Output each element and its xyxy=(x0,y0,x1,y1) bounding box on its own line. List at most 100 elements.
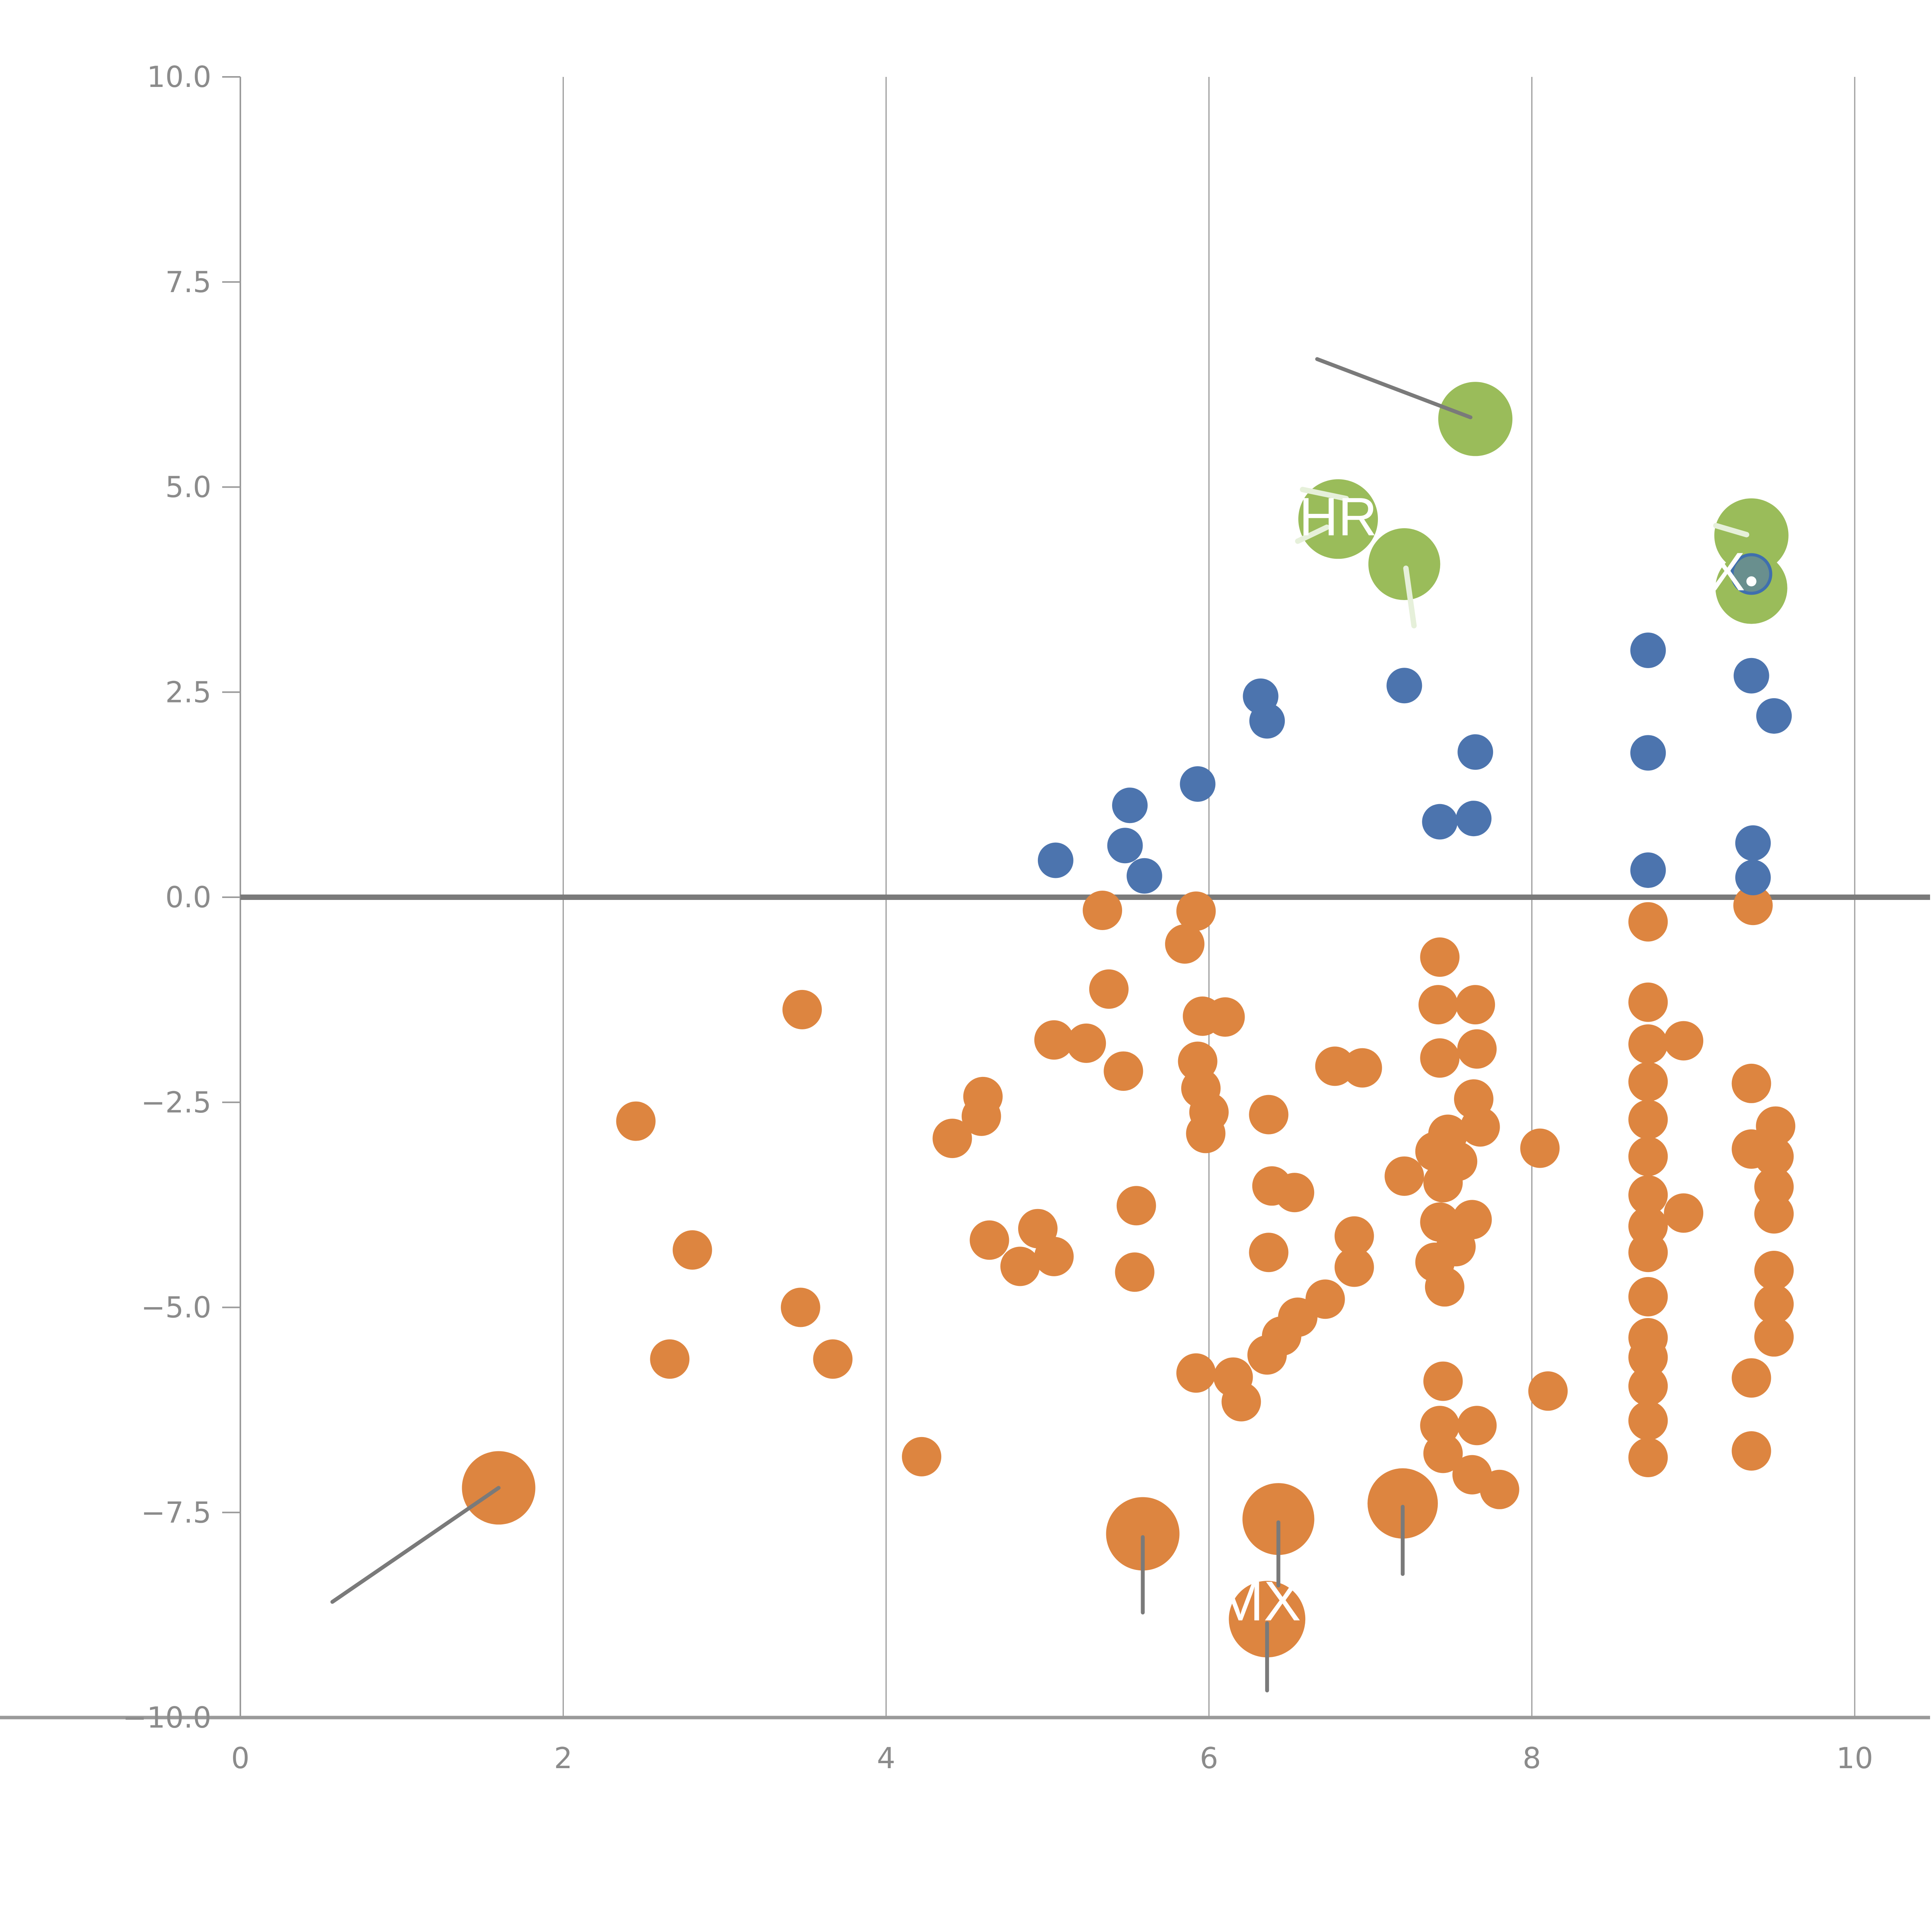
orange-data-point xyxy=(1384,1156,1424,1196)
bubble-label-x: X xyxy=(1709,541,1745,602)
annotation-leader-line xyxy=(1315,357,1473,420)
orange-bubble xyxy=(1367,1468,1438,1539)
orange-data-point xyxy=(1334,1216,1374,1256)
orange-data-point xyxy=(1731,1358,1771,1398)
green-bubble xyxy=(1438,382,1513,456)
outlined-blue-bubble xyxy=(1730,553,1772,595)
orange-data-point xyxy=(1628,902,1668,942)
orange-data-point xyxy=(1221,1382,1261,1422)
blue-data-point xyxy=(1180,766,1216,802)
annotation-leader-line-light xyxy=(1403,565,1417,629)
orange-data-point xyxy=(1247,1335,1287,1375)
blue-data-point xyxy=(1037,842,1073,878)
orange-data-point xyxy=(1420,1038,1460,1078)
orange-data-point xyxy=(1115,1252,1155,1292)
orange-data-point xyxy=(1334,1247,1374,1287)
orange-data-point xyxy=(1423,1163,1463,1202)
leader-lines-layer xyxy=(330,357,1750,1692)
data-marks-layer xyxy=(462,382,1796,1658)
orange-bubble xyxy=(1242,1483,1315,1555)
orange-data-point xyxy=(1520,1128,1560,1168)
orange-data-point xyxy=(1733,886,1773,925)
annotation-leader-line-light xyxy=(1713,523,1750,537)
orange-data-point xyxy=(1165,924,1205,964)
orange-data-point xyxy=(672,1230,712,1270)
orange-data-point xyxy=(1754,1317,1794,1357)
orange-data-point xyxy=(1731,1431,1771,1471)
orange-data-point xyxy=(1066,1023,1106,1063)
orange-data-point xyxy=(1418,985,1458,1025)
orange-data-point xyxy=(1754,1250,1794,1290)
green-bubble xyxy=(1298,479,1378,559)
orange-data-point xyxy=(1628,1136,1668,1176)
orange-data-point xyxy=(1628,1233,1668,1272)
orange-data-point xyxy=(1186,1114,1226,1153)
orange-data-point xyxy=(1420,937,1460,977)
orange-data-point xyxy=(1628,1438,1668,1478)
orange-data-point xyxy=(1480,1469,1519,1509)
orange-data-point xyxy=(1342,1048,1382,1088)
orange-data-point xyxy=(813,1339,853,1379)
orange-data-point xyxy=(1628,1277,1668,1316)
orange-data-point xyxy=(1528,1371,1568,1411)
x-tick-label-0: 0 xyxy=(231,1741,250,1775)
orange-data-point xyxy=(969,1220,1009,1260)
annotation-leader-line xyxy=(330,1486,501,1604)
orange-data-point xyxy=(1423,1434,1463,1473)
orange-data-point xyxy=(1628,1366,1668,1406)
blue-data-point xyxy=(1458,734,1493,770)
orange-data-point xyxy=(1754,1194,1794,1234)
axes-layer xyxy=(0,76,1930,1719)
orange-data-point xyxy=(1731,1063,1771,1103)
orange-data-point xyxy=(1456,985,1495,1025)
annotation-leader-line-light xyxy=(1295,524,1330,544)
orange-data-point xyxy=(1116,1186,1156,1226)
annotation-leader-line-light xyxy=(1300,486,1349,502)
orange-data-point xyxy=(1628,1175,1668,1215)
x-tick-label-2: 2 xyxy=(554,1741,573,1775)
orange-data-point xyxy=(781,1287,820,1327)
green-bubble xyxy=(1714,498,1789,573)
orange-data-point xyxy=(1628,1401,1668,1440)
blue-data-point xyxy=(1386,668,1422,704)
orange-data-point xyxy=(1423,1361,1463,1401)
bubble-label-mx: MX xyxy=(1217,1570,1301,1633)
blue-data-point xyxy=(1126,858,1162,894)
y-tick-label-−7.5: −7.5 xyxy=(141,1495,211,1529)
x-tick-label-4: 4 xyxy=(877,1741,895,1775)
orange-data-point xyxy=(932,1119,972,1158)
orange-data-point xyxy=(1249,1233,1289,1272)
orange-data-point xyxy=(1275,1173,1315,1213)
orange-data-point xyxy=(782,990,822,1029)
y-tick-label-2.5: 2.5 xyxy=(165,675,211,709)
orange-data-point xyxy=(902,1437,942,1476)
blue-data-point xyxy=(1756,698,1792,734)
bubble-label-hr: HR xyxy=(1299,486,1377,547)
y-tick-label-5.0: 5.0 xyxy=(165,470,211,504)
blue-data-point xyxy=(1456,801,1492,837)
y-tick-label-0.0: 0.0 xyxy=(165,880,211,914)
blue-data-point xyxy=(1735,825,1771,861)
tick-labels-layer: 10.0 7.5 5.0 2.5 0.0 −2.5 −5.0 −7.5 −10.0 0 2 4 6 8 10 xyxy=(122,60,1873,1775)
orange-data-point xyxy=(1754,1167,1794,1207)
orange-data-point xyxy=(1664,1193,1704,1233)
orange-data-point xyxy=(1176,1353,1216,1393)
orange-data-point xyxy=(1628,982,1668,1022)
blue-data-point xyxy=(1735,860,1771,896)
orange-data-point xyxy=(1754,1284,1794,1324)
orange-data-point xyxy=(1628,1100,1668,1139)
orange-data-point xyxy=(1176,891,1216,931)
y-tick-label-10.0: 10.0 xyxy=(147,60,211,94)
orange-data-point xyxy=(1083,890,1122,930)
blue-data-point xyxy=(1630,632,1666,668)
orange-data-point xyxy=(1754,1136,1794,1176)
orange-bubble xyxy=(1229,1581,1306,1658)
orange-data-point xyxy=(1089,969,1129,1009)
y-tick-label-7.5: 7.5 xyxy=(165,265,211,299)
x-tick-label-10: 10 xyxy=(1836,1741,1873,1775)
blue-data-point xyxy=(1107,828,1143,864)
blue-data-point xyxy=(1112,787,1148,823)
orange-data-point xyxy=(1460,1107,1500,1147)
x-tick-label-6: 6 xyxy=(1200,1741,1218,1775)
bubble-center-dot xyxy=(1746,576,1757,587)
